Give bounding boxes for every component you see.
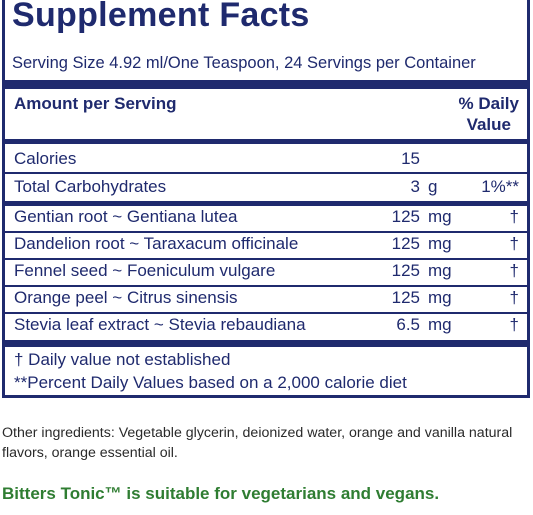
footnote-daily-value: † Daily value not established <box>14 350 231 369</box>
ingredient-amount: 125 <box>391 261 420 280</box>
ingredient-daily-value: † <box>509 315 519 334</box>
row-divider <box>5 231 527 233</box>
ingredient-name: Dandelion root ~ Taraxacum officinale <box>14 234 299 253</box>
nutrient-amount: 15 <box>401 149 420 168</box>
supplement-facts-panel: Supplement Facts Serving Size 4.92 ml/On… <box>2 0 530 398</box>
calories-row: Calories 15 <box>5 147 527 174</box>
ingredient-amount: 125 <box>391 234 420 253</box>
ingredient-unit: mg <box>428 261 452 280</box>
ingredient-amount: 125 <box>391 207 420 226</box>
ingredient-row: Fennel seed ~ Foeniculum vulgare 125 mg … <box>5 259 527 286</box>
row-divider <box>5 285 527 287</box>
ingredient-name: Gentian root ~ Gentiana lutea <box>14 207 238 226</box>
ingredient-row: Dandelion root ~ Taraxacum officinale 12… <box>5 232 527 259</box>
thick-rule-top <box>5 80 527 89</box>
ingredient-unit: mg <box>428 315 452 334</box>
ingredient-unit: mg <box>428 288 452 307</box>
ingredient-name: Stevia leaf extract ~ Stevia rebaudiana <box>14 315 306 334</box>
ingredient-daily-value: † <box>509 207 519 226</box>
daily-value-header-line1: % Daily <box>458 94 519 113</box>
rule-under-carbs <box>5 201 527 206</box>
vegan-statement: Bitters Tonic™ is suitable for vegetaria… <box>2 484 440 503</box>
nutrient-daily-value: 1%** <box>481 177 519 196</box>
rule-under-header <box>5 139 527 144</box>
ingredient-unit: mg <box>428 234 452 253</box>
ingredient-name: Orange peel ~ Citrus sinensis <box>14 288 238 307</box>
nutrient-unit: g <box>428 177 438 196</box>
ingredient-unit: mg <box>428 207 452 226</box>
rule-above-footnotes <box>5 340 527 347</box>
nutrient-name: Total Carbohydrates <box>14 177 167 196</box>
ingredient-daily-value: † <box>509 261 519 280</box>
daily-value-header-line2: Value <box>466 115 511 134</box>
panel-title: Supplement Facts <box>12 0 310 34</box>
ingredient-name: Fennel seed ~ Foeniculum vulgare <box>14 261 276 280</box>
footnote-percent-dv: **Percent Daily Values based on a 2,000 … <box>14 373 407 392</box>
ingredient-row: Orange peel ~ Citrus sinensis 125 mg † <box>5 286 527 313</box>
nutrient-amount: 3 <box>410 177 420 196</box>
carbs-row: Total Carbohydrates 3 g 1%** <box>5 175 527 202</box>
row-divider <box>5 172 527 174</box>
amount-per-serving-header: Amount per Serving <box>14 94 177 113</box>
serving-size: Serving Size 4.92 ml/One Teaspoon, 24 Se… <box>12 54 476 72</box>
nutrient-name: Calories <box>14 149 77 168</box>
row-divider <box>5 258 527 260</box>
other-ingredients: Other ingredients: Vegetable glycerin, d… <box>2 425 513 461</box>
ingredient-amount: 6.5 <box>396 315 420 334</box>
ingredient-row: Stevia leaf extract ~ Stevia rebaudiana … <box>5 313 527 340</box>
ingredient-row: Gentian root ~ Gentiana lutea 125 mg † <box>5 205 527 232</box>
ingredient-daily-value: † <box>509 288 519 307</box>
ingredient-amount: 125 <box>391 288 420 307</box>
row-divider <box>5 312 527 314</box>
ingredient-daily-value: † <box>509 234 519 253</box>
